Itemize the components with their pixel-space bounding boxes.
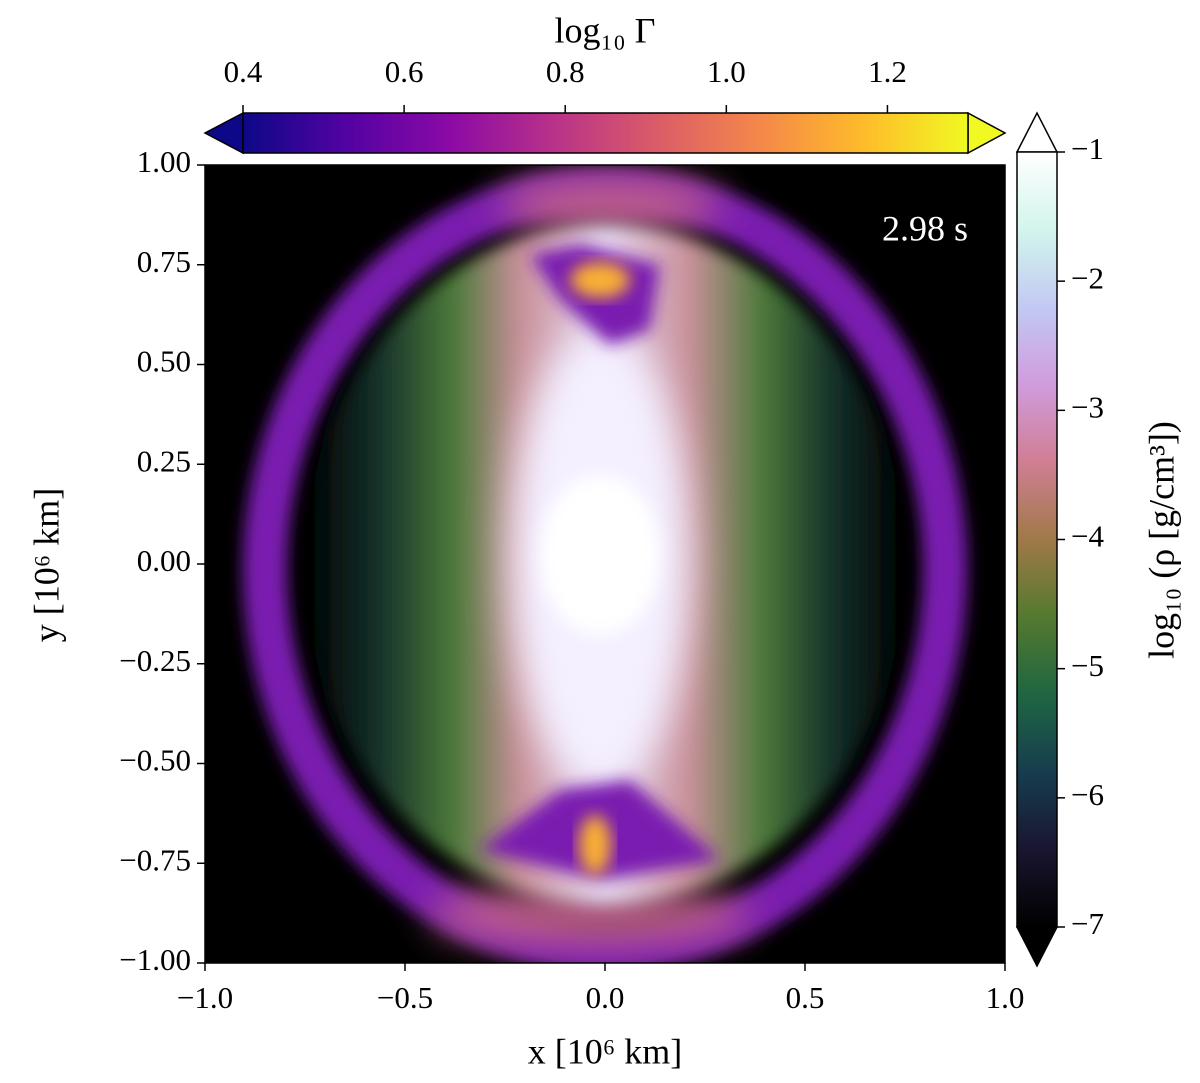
y-tick-label: 0.25 — [137, 443, 191, 478]
colorbar — [242, 112, 969, 154]
x-tick-label: −1.0 — [177, 980, 233, 1015]
simulation-image — [205, 165, 1005, 963]
y-tick-label: −0.75 — [119, 842, 191, 877]
colorbar-tick-label: 1.2 — [868, 54, 907, 89]
y-tick-label: 1.00 — [137, 144, 191, 179]
colorbar-extend-high — [1015, 111, 1059, 153]
colorbar-label: log₁₀ Γ — [555, 10, 656, 50]
y-axis-label: y [10⁶ km] — [26, 488, 66, 643]
x-tick-label: −0.5 — [377, 980, 433, 1015]
colorbar-tick-label: −3 — [1071, 389, 1104, 424]
colorbar-extend-low — [203, 111, 244, 155]
colorbar-tick-label: −1 — [1071, 131, 1104, 166]
y-tick-label: 0.00 — [137, 543, 191, 578]
time-annotation: 2.98 s — [882, 208, 968, 248]
colorbar-tick-label: −2 — [1071, 260, 1104, 295]
colorbar-tick-label: 0.4 — [224, 54, 263, 89]
x-tick-label: 1.0 — [986, 980, 1025, 1015]
colorbar-tick-label: −5 — [1071, 648, 1104, 683]
colorbar-tick-label: 1.0 — [707, 54, 746, 89]
colorbar-tick-label: 0.6 — [385, 54, 424, 89]
y-tick-label: −0.50 — [119, 743, 191, 778]
x-axis-label: x [10⁶ km] — [528, 1031, 683, 1071]
y-tick-label: −0.25 — [119, 643, 191, 678]
x-tick-label: 0.0 — [586, 980, 625, 1015]
colorbar-extend-low — [1015, 926, 1059, 968]
colorbar-extend-high — [967, 111, 1007, 155]
y-tick-label: 0.75 — [137, 244, 191, 279]
y-tick-label: 0.50 — [137, 344, 191, 379]
colorbar-tick-label: −7 — [1071, 906, 1104, 941]
colorbar — [1016, 151, 1058, 928]
colorbar-tick-label: −4 — [1071, 519, 1104, 554]
colorbar-tick-label: 0.8 — [546, 54, 585, 89]
y-tick-label: −1.00 — [119, 942, 191, 977]
colorbar-tick-label: −6 — [1071, 777, 1104, 812]
x-tick-label: 0.5 — [786, 980, 825, 1015]
colorbar-label: log₁₀ (ρ [g/cm³]) — [1141, 421, 1181, 659]
